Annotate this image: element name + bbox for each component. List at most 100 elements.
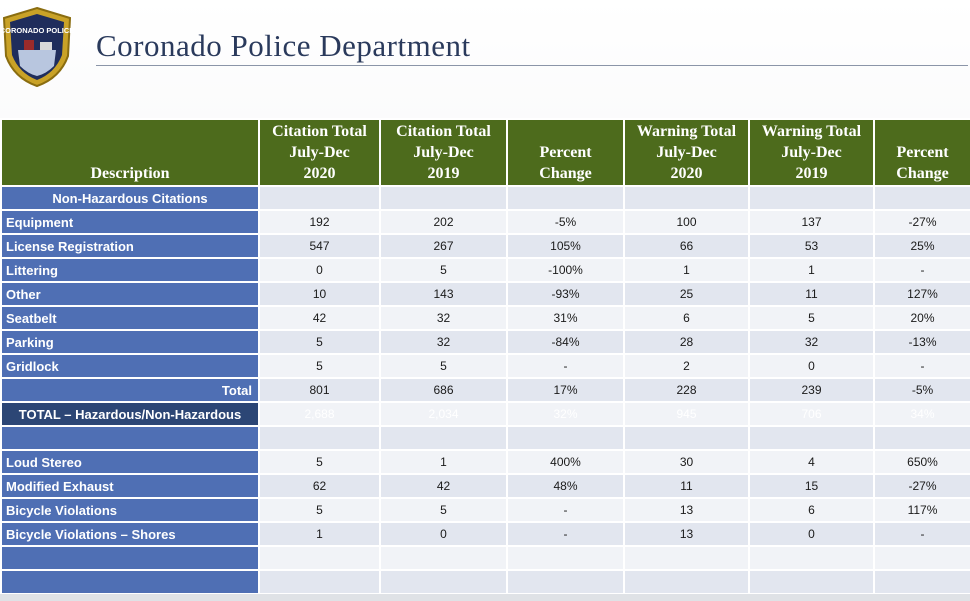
column-header-line: Citation Total (396, 123, 491, 140)
column-header-line: Warning Total (636, 123, 737, 140)
table-cell: 32% (506, 401, 625, 427)
row-description (0, 545, 260, 571)
table-row: Bicycle Violations – Shores 1 0-13 0- (0, 521, 970, 547)
table-cell: 28 (623, 329, 750, 355)
table-cell: 25 (623, 281, 750, 307)
table-cell: 2,034 (379, 401, 508, 427)
table-cell (258, 545, 381, 571)
table-cell: 32 (748, 329, 875, 355)
table-cell: 0 (748, 521, 875, 547)
table-cell: 1 (748, 257, 875, 283)
column-header-line: Percent (539, 144, 592, 161)
table-cell: 0 (258, 257, 381, 283)
table-cell: 228 (623, 377, 750, 403)
table-cell: 0 (748, 353, 875, 379)
table-cell: 5 (379, 497, 508, 523)
table-cell (258, 569, 381, 595)
table-row: Non-Hazardous Citations (0, 185, 970, 211)
table-cell: - (873, 353, 970, 379)
table-row: License Registration 547 267 105% 66 53 25% (0, 233, 970, 259)
table-row: Gridlock 5 5-2 0- (0, 353, 970, 379)
table-cell (748, 425, 875, 451)
table-cell (506, 425, 625, 451)
table-cell (748, 569, 875, 595)
column-header-line: 2019 (427, 165, 460, 182)
table-cell (748, 185, 875, 211)
table-cell: 20% (873, 305, 970, 331)
table-cell: 5 (379, 257, 508, 283)
table-cell: 127% (873, 281, 970, 307)
citations-table: Description Citation Total July-Dec 2020 Cit… (0, 118, 970, 595)
table-cell: 2,688 (258, 401, 381, 427)
column-header-line: 2019 (795, 165, 828, 182)
row-description: Gridlock (0, 353, 260, 379)
slide-header: CORONADO POLICE Coronado Police Departme… (0, 0, 970, 118)
table-cell: -84% (506, 329, 625, 355)
table-cell: 30 (623, 449, 750, 475)
table-cell: 13 (623, 521, 750, 547)
row-description: Equipment (0, 209, 260, 235)
table-cell (623, 425, 750, 451)
table-cell: 42 (258, 305, 381, 331)
table-cell: 31% (506, 305, 625, 331)
table-cell (379, 545, 508, 571)
table-row: Loud Stereo 5 1 400% 30 4 650% (0, 449, 970, 475)
column-header-line: Warning Total (761, 123, 862, 140)
row-description: Bicycle Violations (0, 497, 260, 523)
title-divider (96, 65, 968, 66)
row-description: Littering (0, 257, 260, 283)
police-badge-logo: CORONADO POLICE (0, 6, 74, 88)
table-cell (623, 185, 750, 211)
table-row: Bicycle Violations 5 5-13 6 117% (0, 497, 970, 523)
table-cell: -93% (506, 281, 625, 307)
table-row: Littering 0 5 -100% 1 1- (0, 257, 970, 283)
row-description: Modified Exhaust (0, 473, 260, 499)
table-row: Other 10 143 -93% 25 11 127% (0, 281, 970, 307)
column-header-line: 2020 (303, 165, 336, 182)
row-description: Parking (0, 329, 260, 355)
table-cell: 143 (379, 281, 508, 307)
table-cell: -13% (873, 329, 970, 355)
table-cell: - (873, 257, 970, 283)
table-header-row: Description Citation Total July-Dec 2020 Cit… (0, 118, 970, 187)
table-cell (873, 185, 970, 211)
table-cell: - (506, 353, 625, 379)
table-cell: 53 (748, 233, 875, 259)
column-header-line: Change (539, 165, 592, 182)
table-cell: 400% (506, 449, 625, 475)
column-header: Citation Total July-Dec 2019 (379, 118, 508, 187)
table-cell: -27% (873, 473, 970, 499)
column-header-description: Description (0, 118, 260, 187)
column-header-line: Description (90, 165, 170, 182)
table-cell (873, 569, 970, 595)
table-cell (379, 425, 508, 451)
table-cell: 801 (258, 377, 381, 403)
table-cell: 267 (379, 233, 508, 259)
column-header-line: 2020 (670, 165, 703, 182)
row-description: Seatbelt (0, 305, 260, 331)
column-header: Warning Total July-Dec 2020 (623, 118, 750, 187)
table-cell: 0 (379, 521, 508, 547)
table-cell: 6 (623, 305, 750, 331)
row-description (0, 425, 260, 451)
badge-text: CORONADO POLICE (0, 26, 74, 35)
column-header-line: July-Dec (781, 144, 842, 161)
table-cell: 11 (748, 281, 875, 307)
footer-strip (0, 594, 970, 601)
table-cell: 34% (873, 401, 970, 427)
table-row (0, 569, 970, 595)
table-cell (258, 425, 381, 451)
row-description: Other (0, 281, 260, 307)
table-cell: 15 (748, 473, 875, 499)
table-cell: 5 (748, 305, 875, 331)
table-cell: 5 (379, 353, 508, 379)
column-header: Citation Total July-Dec 2020 (258, 118, 381, 187)
table-cell: 547 (258, 233, 381, 259)
table-cell: 239 (748, 377, 875, 403)
table-cell: 1 (623, 257, 750, 283)
table-row: Total 801 686 17% 228 239 -5% (0, 377, 970, 403)
table-cell: 192 (258, 209, 381, 235)
table-cell: 25% (873, 233, 970, 259)
table-cell: 13 (623, 497, 750, 523)
table-cell: -27% (873, 209, 970, 235)
